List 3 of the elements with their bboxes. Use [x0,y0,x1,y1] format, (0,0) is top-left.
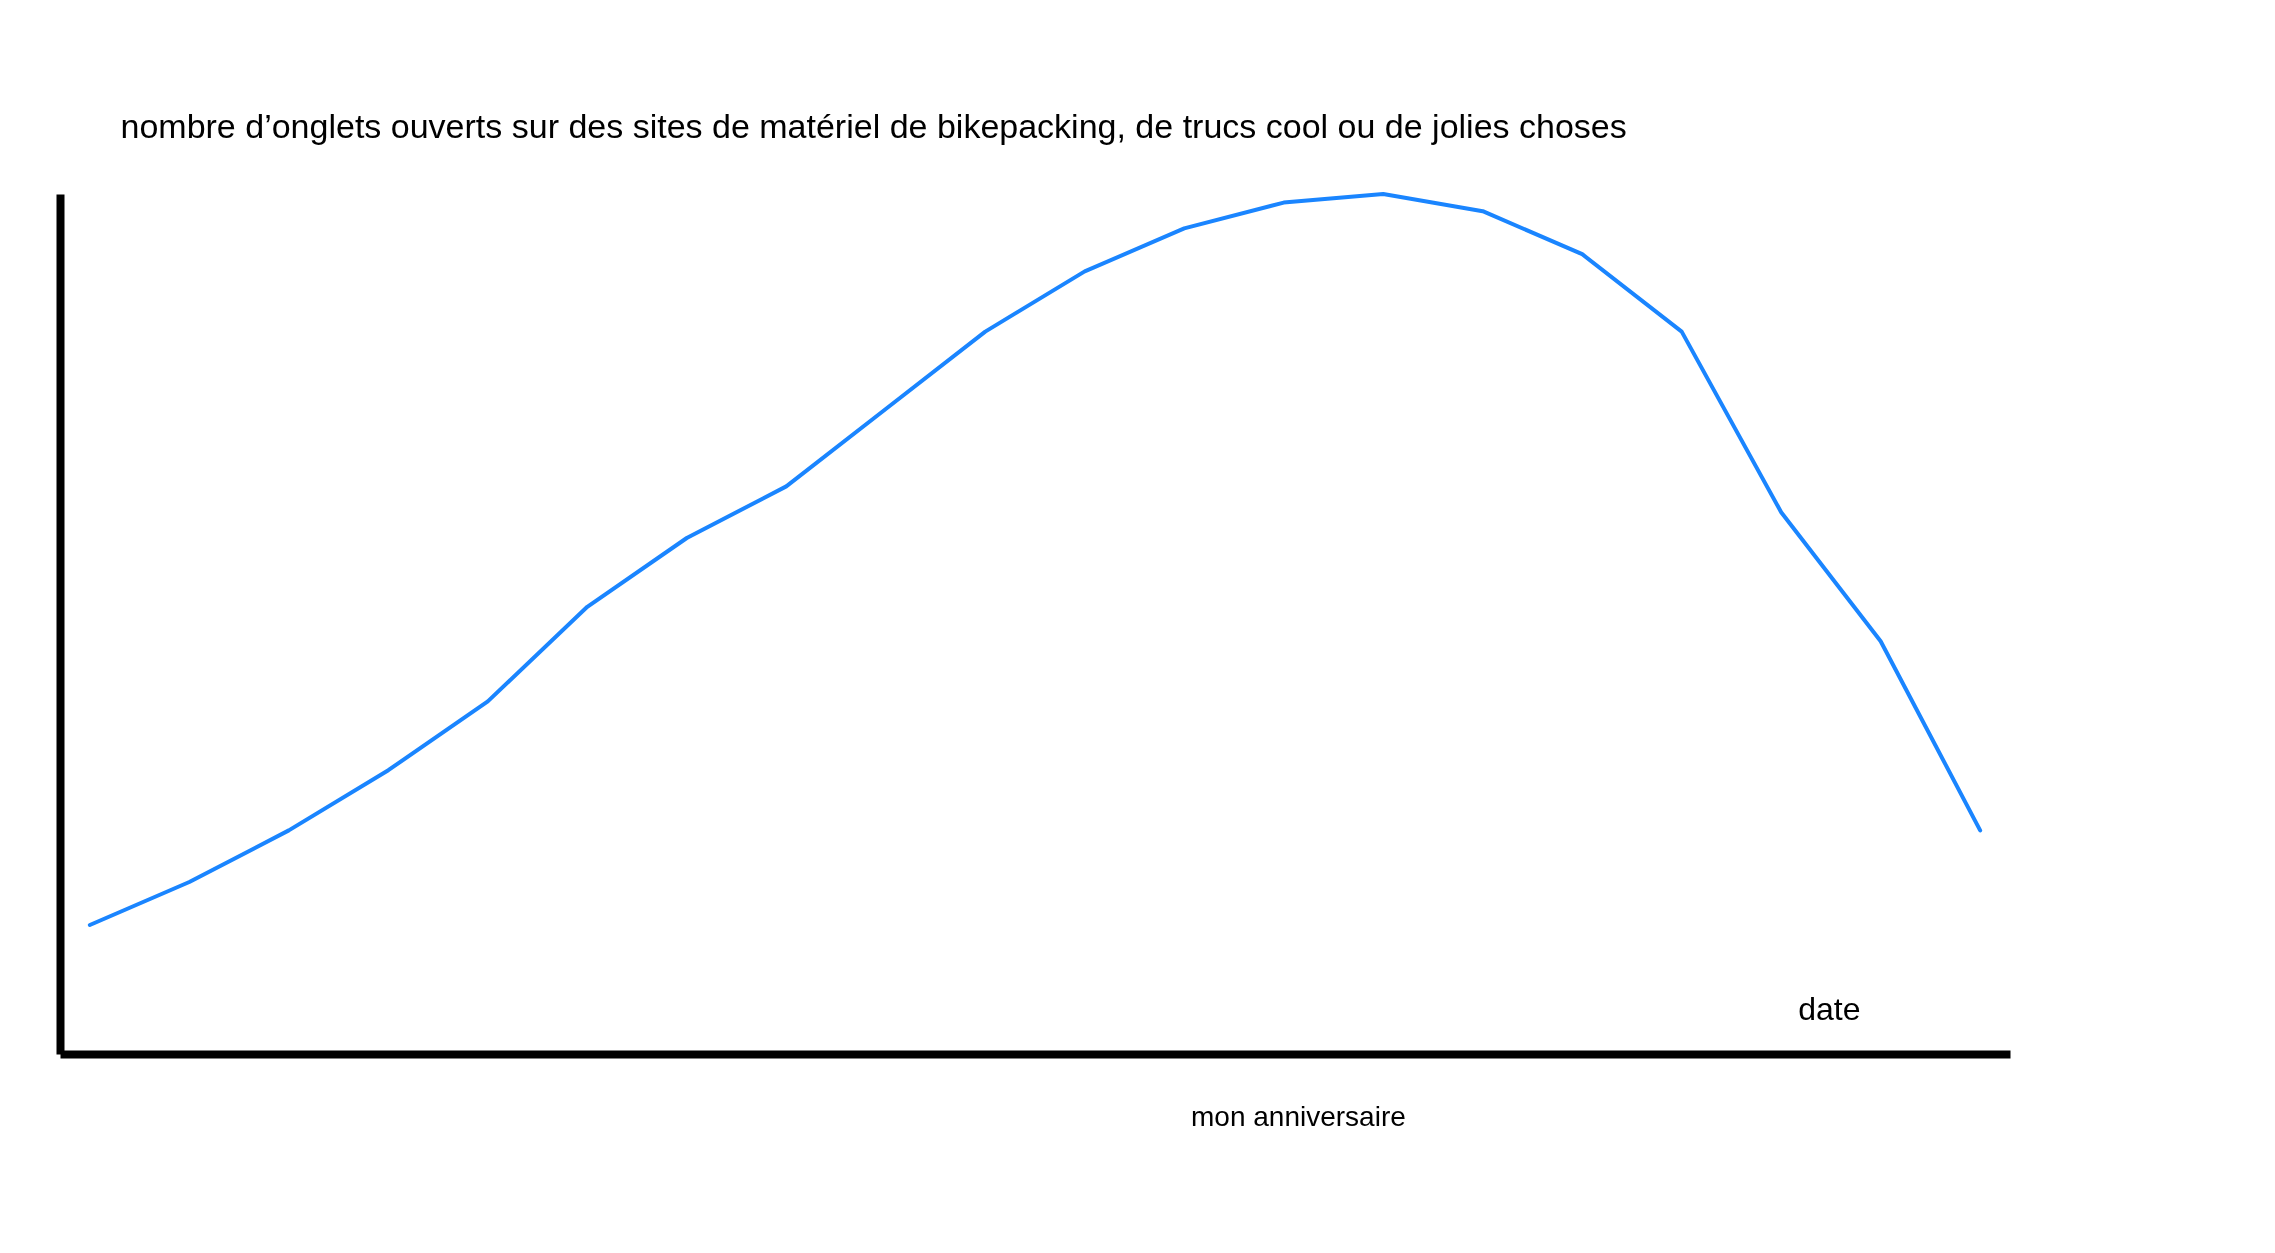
x-axis-title: date [1798,990,1861,1027]
text: mon anniversaire [1191,1101,1406,1132]
y-axis-title: nombre d’onglets ouverts sur des sites de matériel de bikepacking, de trucs cool ou de jolies choses [120,106,1627,145]
